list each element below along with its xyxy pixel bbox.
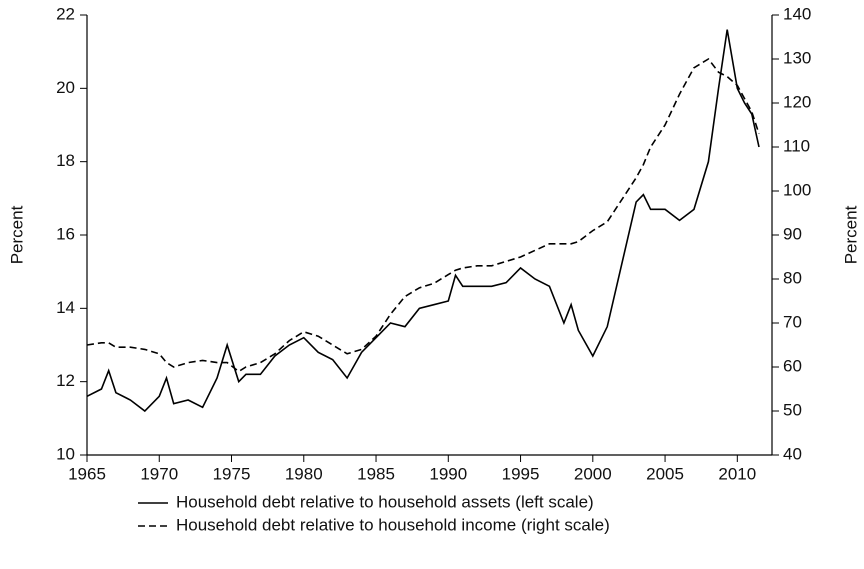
y-tick-label: 10 xyxy=(56,444,75,463)
x-tick-label: 2010 xyxy=(718,464,756,483)
y2-tick-label: 130 xyxy=(783,48,811,67)
y2-tick-label: 140 xyxy=(783,4,811,23)
y2-axis-label: Percent xyxy=(841,205,860,264)
x-tick-label: 1970 xyxy=(140,464,178,483)
x-tick-label: 1980 xyxy=(285,464,323,483)
y2-tick-label: 100 xyxy=(783,180,811,199)
y2-tick-label: 110 xyxy=(783,136,810,155)
x-tick-label: 2000 xyxy=(574,464,612,483)
x-tick-label: 1990 xyxy=(429,464,467,483)
y2-tick-label: 120 xyxy=(783,92,811,111)
y-tick-label: 18 xyxy=(56,151,75,170)
y2-tick-label: 60 xyxy=(783,356,802,375)
x-tick-label: 1995 xyxy=(502,464,540,483)
series-line xyxy=(86,29,760,413)
y2-tick-label: 90 xyxy=(783,224,802,243)
y2-tick-label: 40 xyxy=(783,444,802,463)
y-tick-label: 22 xyxy=(56,4,75,23)
legend-label: Household debt relative to household inc… xyxy=(176,515,610,534)
legend-label: Household debt relative to household ass… xyxy=(176,492,594,511)
y-tick-label: 14 xyxy=(56,298,75,317)
y-tick-label: 12 xyxy=(56,371,75,390)
y2-tick-label: 70 xyxy=(783,312,802,331)
series-line xyxy=(86,57,760,373)
x-tick-label: 1975 xyxy=(213,464,251,483)
y2-tick-label: 50 xyxy=(783,400,802,419)
y-axis-label: Percent xyxy=(7,205,26,264)
y2-tick-label: 80 xyxy=(783,268,802,287)
x-tick-label: 2005 xyxy=(646,464,684,483)
x-tick-label: 1965 xyxy=(68,464,106,483)
y-tick-label: 16 xyxy=(56,224,75,243)
x-tick-label: 1985 xyxy=(357,464,395,483)
y-tick-label: 20 xyxy=(56,78,75,97)
